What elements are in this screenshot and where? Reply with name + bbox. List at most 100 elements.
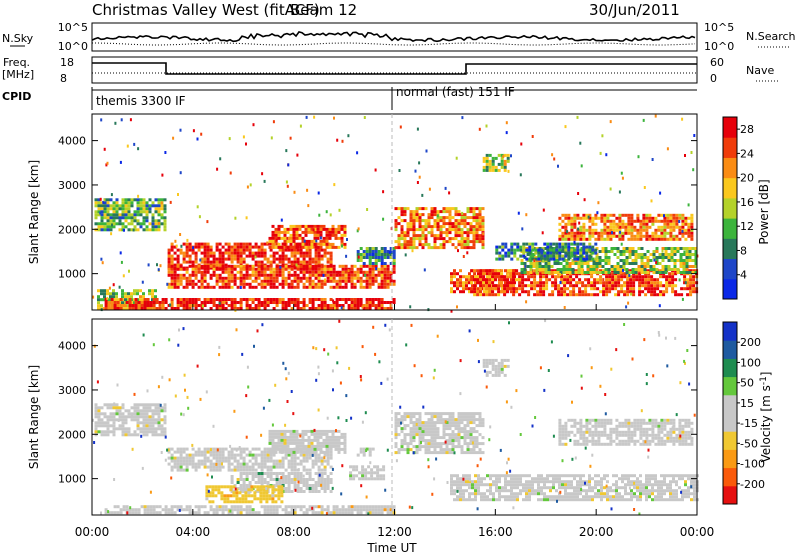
power-cell: [657, 237, 661, 241]
power-cell: [475, 213, 479, 217]
power-cell: [383, 256, 387, 259]
power-cell: [613, 253, 617, 256]
velocity-cell: [148, 421, 152, 425]
velocity-cell: [176, 508, 180, 512]
power-cell: [160, 198, 164, 202]
power-cell: [418, 240, 422, 244]
velocity-cell: [176, 447, 180, 451]
power-cell: [97, 207, 101, 211]
power-noise-point: [336, 138, 339, 142]
power-cell: [491, 287, 495, 291]
power-cell: [477, 287, 480, 291]
power-cell: [146, 298, 150, 301]
power-cell: [603, 219, 607, 223]
power-cell: [546, 245, 550, 249]
power-cell: [482, 156, 486, 160]
power-cell: [130, 204, 134, 208]
power-noise-point: [423, 268, 426, 272]
power-cell: [520, 271, 524, 274]
power-cell: [430, 228, 434, 232]
power-cell: [573, 231, 577, 235]
power-cell: [239, 304, 243, 307]
velocity-cell: [242, 478, 246, 481]
power-cell: [191, 285, 195, 289]
velocity-cell: [271, 497, 275, 501]
power-cell: [191, 251, 195, 255]
power-cell: [537, 257, 541, 261]
power-cell: [296, 279, 300, 283]
power-cell: [556, 271, 560, 274]
power-noise-point: [611, 231, 613, 235]
velocity-cell: [259, 494, 263, 498]
power-cell: [163, 225, 167, 229]
power-cell: [454, 219, 458, 223]
power-cell: [513, 248, 517, 252]
power-cell: [245, 248, 249, 252]
power-cell: [623, 281, 627, 285]
nsky-trace: [91, 30, 696, 43]
power-cell: [160, 216, 164, 220]
power-cell: [299, 307, 303, 310]
power-cell: [94, 228, 98, 232]
power-cell: [618, 228, 622, 232]
velocity-cell: [371, 447, 375, 451]
power-cell: [298, 242, 302, 246]
power-noise-point: [521, 227, 524, 231]
power-cell: [275, 301, 279, 304]
power-cell: [691, 259, 695, 262]
power-cell: [257, 298, 261, 301]
power-cell: [500, 156, 504, 160]
power-noise-point: [416, 127, 419, 131]
velocity-cell: [361, 465, 365, 469]
power-noise-point: [103, 198, 106, 202]
power-cell: [113, 301, 117, 304]
power-cell: [551, 269, 555, 273]
power-cell: [248, 282, 252, 286]
power-cell: [163, 222, 167, 226]
power-noise-point: [315, 239, 318, 243]
power-cell: [403, 231, 407, 235]
power-cell: [618, 222, 622, 226]
velocity-cell: [170, 508, 174, 512]
power-cell: [544, 268, 548, 271]
power-cell: [472, 207, 476, 211]
power-cell: [233, 264, 237, 268]
power-cell: [632, 284, 636, 288]
power-cell: [520, 268, 524, 271]
power-cell: [515, 269, 519, 273]
power-cell: [646, 262, 650, 265]
power-cell: [281, 251, 285, 255]
power-cell: [509, 287, 513, 291]
velocity-cell: [233, 508, 237, 512]
power-cell: [473, 287, 477, 291]
power-cell: [182, 254, 186, 258]
power-cell: [341, 304, 345, 307]
power-cell: [573, 251, 577, 255]
velocity-cell: [268, 435, 272, 439]
power-cell: [654, 237, 658, 241]
power-cell: [299, 276, 303, 280]
power-cell: [293, 251, 297, 255]
power-cell: [544, 271, 548, 274]
power-cell: [445, 228, 449, 232]
power-cell: [325, 233, 329, 237]
power-cell: [308, 270, 312, 274]
power-cell: [260, 279, 264, 283]
power-cell: [277, 242, 281, 246]
power-cell: [230, 279, 234, 283]
power-cell: [194, 260, 198, 264]
power-cell: [311, 267, 315, 271]
velocity-cell: [215, 465, 219, 469]
velocity-cell: [209, 468, 213, 472]
power-cell: [151, 295, 154, 299]
velocity-cell: [251, 453, 255, 457]
velocity-cell: [274, 500, 278, 504]
velocity-cell: [112, 418, 116, 422]
power-cell: [576, 216, 580, 220]
velocity-cell: [185, 456, 189, 460]
power-cell: [509, 269, 513, 273]
velocity-cell: [139, 412, 143, 416]
power-cell: [660, 213, 664, 217]
power-cell: [409, 213, 413, 217]
power-cell: [254, 279, 258, 283]
